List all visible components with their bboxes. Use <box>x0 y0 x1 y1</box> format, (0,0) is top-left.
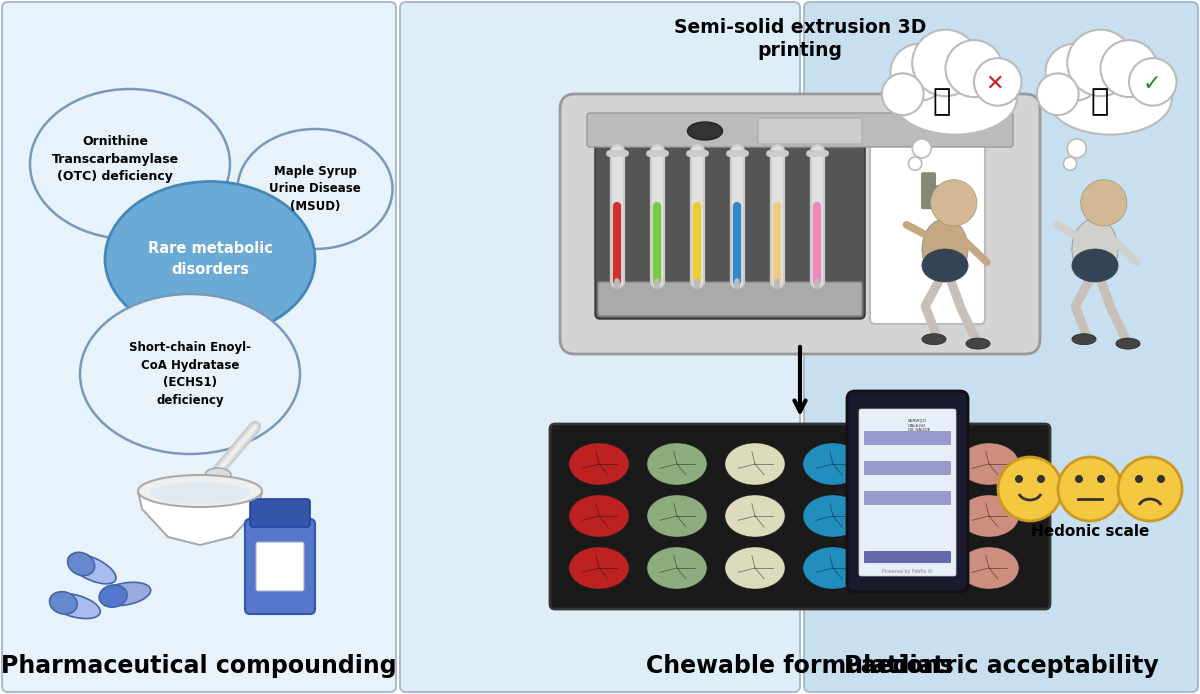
Circle shape <box>1135 475 1142 483</box>
FancyBboxPatch shape <box>595 139 865 319</box>
FancyBboxPatch shape <box>859 409 956 576</box>
Ellipse shape <box>922 249 968 282</box>
Circle shape <box>1037 74 1079 115</box>
Circle shape <box>912 139 931 158</box>
Ellipse shape <box>150 482 250 504</box>
Ellipse shape <box>881 495 941 537</box>
Text: Paediatric acceptability: Paediatric acceptability <box>844 654 1158 678</box>
Ellipse shape <box>205 468 232 482</box>
Text: 🍌: 🍌 <box>1091 87 1109 117</box>
Text: Pharmaceutical compounding: Pharmaceutical compounding <box>1 654 397 678</box>
Circle shape <box>1157 475 1165 483</box>
FancyBboxPatch shape <box>864 461 952 475</box>
Ellipse shape <box>238 129 392 249</box>
Ellipse shape <box>803 443 863 485</box>
Ellipse shape <box>803 495 863 537</box>
Ellipse shape <box>922 219 968 279</box>
Polygon shape <box>138 491 262 545</box>
Circle shape <box>1015 475 1024 483</box>
Text: ✓: ✓ <box>1142 74 1162 94</box>
Text: Rare metabolic
disorders: Rare metabolic disorders <box>148 242 272 277</box>
FancyBboxPatch shape <box>864 551 952 563</box>
Circle shape <box>974 58 1021 105</box>
Circle shape <box>946 40 1002 97</box>
Ellipse shape <box>80 294 300 454</box>
Ellipse shape <box>959 495 1019 537</box>
Circle shape <box>1097 475 1105 483</box>
Circle shape <box>1067 30 1134 96</box>
Ellipse shape <box>106 182 314 337</box>
FancyBboxPatch shape <box>550 424 1050 609</box>
Ellipse shape <box>569 547 629 589</box>
Circle shape <box>1058 457 1122 521</box>
FancyBboxPatch shape <box>587 113 1013 147</box>
Circle shape <box>1118 457 1182 521</box>
FancyBboxPatch shape <box>560 94 1040 354</box>
Text: Semi-solid extrusion 3D
printing: Semi-solid extrusion 3D printing <box>674 18 926 60</box>
Circle shape <box>882 74 924 115</box>
FancyBboxPatch shape <box>870 129 985 324</box>
Circle shape <box>1063 157 1076 170</box>
Text: Short-chain Enoyl-
CoA Hydratase
(ECHS1)
deficiency: Short-chain Enoyl- CoA Hydratase (ECHS1)… <box>130 341 251 407</box>
Text: ✕: ✕ <box>985 74 1004 94</box>
Circle shape <box>1045 44 1103 101</box>
Ellipse shape <box>893 63 1016 135</box>
Ellipse shape <box>67 552 95 575</box>
Circle shape <box>1081 180 1127 226</box>
FancyBboxPatch shape <box>847 391 968 592</box>
Ellipse shape <box>924 185 955 208</box>
Ellipse shape <box>725 495 785 537</box>
Ellipse shape <box>647 547 707 589</box>
Text: SERVIÇO
GALEGO
DE SAÚDE: SERVIÇO GALEGO DE SAÚDE <box>907 419 930 432</box>
Circle shape <box>1075 475 1084 483</box>
Circle shape <box>1129 58 1176 105</box>
FancyBboxPatch shape <box>256 542 304 591</box>
Ellipse shape <box>100 582 151 606</box>
Circle shape <box>912 30 979 96</box>
Ellipse shape <box>688 122 722 140</box>
Ellipse shape <box>138 475 262 507</box>
FancyBboxPatch shape <box>250 499 310 527</box>
Ellipse shape <box>1049 63 1171 135</box>
Ellipse shape <box>1116 338 1140 349</box>
FancyBboxPatch shape <box>864 431 952 445</box>
FancyBboxPatch shape <box>804 2 1198 692</box>
Text: Chewable formulations: Chewable formulations <box>646 654 954 678</box>
FancyBboxPatch shape <box>598 282 862 316</box>
Circle shape <box>1037 475 1045 483</box>
FancyBboxPatch shape <box>400 2 800 692</box>
Ellipse shape <box>100 585 127 607</box>
Text: Ornithine
Transcarbamylase
(OTC) deficiency: Ornithine Transcarbamylase (OTC) deficie… <box>52 135 179 183</box>
Ellipse shape <box>881 547 941 589</box>
Ellipse shape <box>1072 334 1096 345</box>
Ellipse shape <box>959 443 1019 485</box>
Ellipse shape <box>569 495 629 537</box>
Ellipse shape <box>922 334 946 345</box>
Circle shape <box>998 457 1062 521</box>
Ellipse shape <box>881 443 941 485</box>
Text: Powered by Fabfix AI: Powered by Fabfix AI <box>882 570 932 575</box>
Ellipse shape <box>725 443 785 485</box>
Ellipse shape <box>1072 249 1118 282</box>
Ellipse shape <box>569 443 629 485</box>
Text: Maple Syrup
Urine Disease
(MSUD): Maple Syrup Urine Disease (MSUD) <box>269 165 361 213</box>
Ellipse shape <box>49 593 101 618</box>
Ellipse shape <box>725 547 785 589</box>
Ellipse shape <box>68 555 116 584</box>
FancyBboxPatch shape <box>2 2 396 692</box>
Text: Hedonic scale: Hedonic scale <box>1031 525 1150 539</box>
FancyBboxPatch shape <box>922 172 936 209</box>
FancyBboxPatch shape <box>245 519 316 614</box>
Circle shape <box>1100 40 1158 97</box>
Ellipse shape <box>49 592 77 614</box>
Ellipse shape <box>803 547 863 589</box>
Ellipse shape <box>959 547 1019 589</box>
Text: 🍓: 🍓 <box>932 87 952 117</box>
FancyBboxPatch shape <box>758 118 862 144</box>
Ellipse shape <box>647 443 707 485</box>
FancyBboxPatch shape <box>864 491 952 505</box>
Circle shape <box>931 180 977 226</box>
Circle shape <box>890 44 948 101</box>
Circle shape <box>908 157 922 170</box>
Ellipse shape <box>1072 219 1118 279</box>
